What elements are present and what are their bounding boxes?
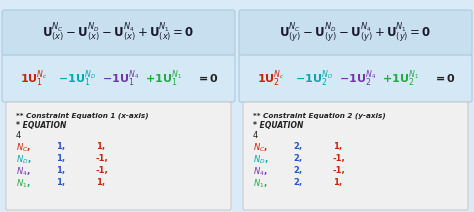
Text: $N_C$,: $N_C$,	[253, 142, 268, 155]
Text: 1,: 1,	[333, 178, 342, 187]
Text: $\mathbf{-1U}_1^{N_D}$: $\mathbf{-1U}_1^{N_D}$	[58, 68, 96, 89]
Text: 1,: 1,	[96, 142, 105, 151]
FancyBboxPatch shape	[2, 55, 235, 102]
Text: -1,: -1,	[333, 166, 346, 175]
Text: 2,: 2,	[293, 154, 302, 163]
Text: -1,: -1,	[96, 154, 109, 163]
Text: 4: 4	[16, 131, 21, 140]
Text: $N_C$,: $N_C$,	[16, 142, 31, 155]
Text: $\mathbf{+1U}_2^{N_1}$: $\mathbf{+1U}_2^{N_1}$	[383, 68, 419, 89]
Text: * EQUATION: * EQUATION	[253, 121, 303, 130]
FancyBboxPatch shape	[239, 10, 472, 56]
Text: * EQUATION: * EQUATION	[16, 121, 66, 130]
Text: $\mathbf{1U}_1^{N_c}$: $\mathbf{1U}_1^{N_c}$	[20, 68, 47, 89]
Text: 4: 4	[253, 131, 258, 140]
Text: $\mathbf{U}_{(x)}^{N_C} - \mathbf{U}_{(x)}^{N_D} - \mathbf{U}_{(x)}^{N_4} + \mat: $\mathbf{U}_{(x)}^{N_C} - \mathbf{U}_{(x…	[42, 22, 195, 45]
Text: $\mathbf{-1U}_1^{N_4}$: $\mathbf{-1U}_1^{N_4}$	[102, 68, 139, 89]
Text: 2,: 2,	[293, 178, 302, 187]
Text: ** Constraint Equation 2 (y-axis): ** Constraint Equation 2 (y-axis)	[253, 112, 386, 119]
Text: 2,: 2,	[293, 166, 302, 175]
Text: 1,: 1,	[56, 142, 65, 151]
Text: $\mathbf{U}_{(y)}^{N_C} - \mathbf{U}_{(y)}^{N_D} - \mathbf{U}_{(y)}^{N_4} + \mat: $\mathbf{U}_{(y)}^{N_C} - \mathbf{U}_{(y…	[279, 21, 432, 45]
Text: $N_4$,: $N_4$,	[253, 166, 268, 179]
Text: $\mathbf{=0}$: $\mathbf{=0}$	[196, 73, 219, 85]
Text: $\mathbf{1U}_2^{N_c}$: $\mathbf{1U}_2^{N_c}$	[257, 68, 284, 89]
Text: 1,: 1,	[56, 154, 65, 163]
Text: $\mathbf{+1U}_1^{N_1}$: $\mathbf{+1U}_1^{N_1}$	[146, 68, 182, 89]
Text: ** Constraint Equation 1 (x-axis): ** Constraint Equation 1 (x-axis)	[16, 112, 149, 119]
Text: 1,: 1,	[96, 178, 105, 187]
FancyBboxPatch shape	[2, 10, 235, 56]
Text: $N_D$,: $N_D$,	[253, 154, 268, 166]
Text: 2,: 2,	[293, 142, 302, 151]
FancyBboxPatch shape	[239, 55, 472, 102]
Text: 1,: 1,	[333, 142, 342, 151]
Text: $\mathbf{-1U}_2^{N_D}$: $\mathbf{-1U}_2^{N_D}$	[295, 68, 333, 89]
FancyBboxPatch shape	[6, 102, 231, 210]
Text: $N_1$,: $N_1$,	[253, 178, 268, 191]
Text: $N_4$,: $N_4$,	[16, 166, 31, 179]
Text: 1,: 1,	[56, 178, 65, 187]
Text: -1,: -1,	[96, 166, 109, 175]
Text: $\mathbf{=0}$: $\mathbf{=0}$	[433, 73, 456, 85]
Text: $N_D$,: $N_D$,	[16, 154, 31, 166]
Text: 1,: 1,	[56, 166, 65, 175]
Text: -1,: -1,	[333, 154, 346, 163]
Text: $\mathbf{-1U}_2^{N_4}$: $\mathbf{-1U}_2^{N_4}$	[339, 68, 376, 89]
FancyBboxPatch shape	[243, 102, 468, 210]
Text: $N_1$,: $N_1$,	[16, 178, 31, 191]
